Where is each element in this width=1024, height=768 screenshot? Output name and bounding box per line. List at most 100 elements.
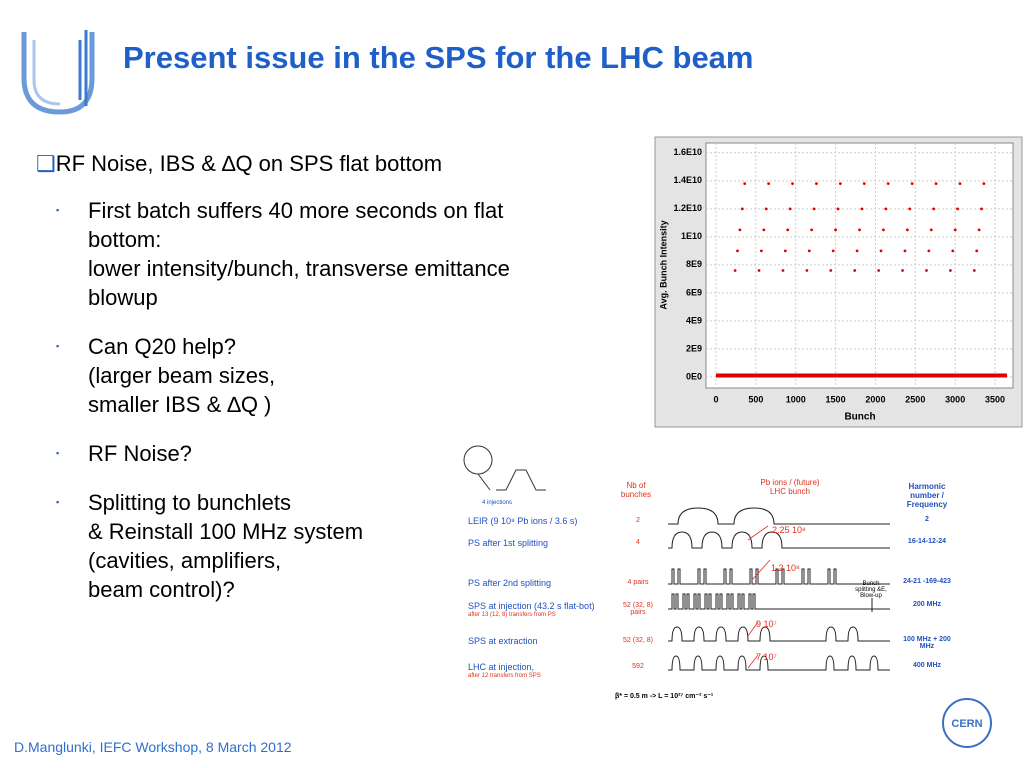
data-point (901, 269, 904, 272)
data-point (929, 228, 933, 232)
bullet-text: lower intensity/bunch, transverse emitta… (88, 256, 510, 281)
waveform (668, 655, 890, 671)
y-tick-label: 4E9 (686, 315, 702, 325)
data-point (953, 228, 957, 232)
cern-logo (942, 698, 992, 748)
data-point (905, 228, 909, 232)
y-tick-label: 1.2E10 (673, 203, 702, 213)
bullet-text: blowup (88, 285, 158, 310)
y-tick-label: 1.4E10 (673, 175, 702, 185)
ring-icon (477, 469, 546, 491)
bullet-text: RF Noise? (88, 441, 192, 466)
data-point (738, 228, 742, 232)
column-header: Nb of bunches (620, 481, 652, 499)
data-point (757, 269, 761, 272)
data-point (980, 207, 983, 211)
data-point (975, 249, 979, 253)
logo (21, 32, 95, 115)
y-tick-label: 1E10 (681, 231, 702, 241)
waveform (668, 593, 890, 610)
bullet-text: (larger beam sizes, (88, 363, 276, 388)
logo (32, 40, 61, 106)
data-point (807, 249, 811, 253)
x-tick-label: 3500 (985, 394, 1005, 404)
slide-title: Present issue in the SPS for the LHC bea… (123, 40, 754, 75)
luminosity: β* = 0.5 m -> L = 10²⁷ cm⁻² s⁻¹ (615, 693, 714, 700)
row-bunches: 2 (636, 517, 640, 524)
data-point (932, 207, 936, 211)
x-tick-label: 1500 (826, 394, 846, 404)
data-point (884, 207, 888, 211)
data-point (853, 269, 857, 272)
intensity-label: 2.25 10⁸ (772, 525, 806, 535)
row-harmonic: 24-21 -169-423 (903, 578, 951, 585)
x-tick-label: 500 (748, 394, 763, 404)
data-point (733, 269, 737, 272)
data-point (836, 207, 840, 211)
data-point (786, 228, 790, 232)
row-label: LHC at injection, (468, 662, 535, 672)
intensity-label: 9 10⁷ (756, 619, 777, 629)
row-label: SPS at injection (43.2 s flat-bot) (468, 601, 595, 611)
main-bullet: ❑RF Noise, IBS & ∆Q on SPS flat bottom (36, 151, 443, 176)
data-point (927, 249, 931, 253)
bullet-text: bottom: (88, 227, 162, 252)
data-point (908, 207, 912, 211)
data-point (764, 207, 768, 211)
data-point (862, 182, 866, 186)
row-label: LEIR (9 10⁸ Pb ions / 3.6 s) (468, 516, 578, 526)
x-tick-label: 2500 (905, 394, 925, 404)
row-label: PS after 1st splitting (468, 538, 549, 548)
splitting-note: Bunch splitting &E, Blow-up (855, 581, 887, 599)
intensity-label: 7 10⁷ (756, 652, 777, 662)
data-point (972, 269, 976, 272)
data-point (956, 207, 959, 211)
y-tick-label: 8E9 (686, 259, 702, 269)
diagram-note: 4 injections (482, 500, 513, 506)
row-bunches: 52 (32, 8) (623, 637, 653, 644)
waveform (668, 507, 890, 525)
bullet-marker: ▪ (56, 497, 60, 507)
data-point (791, 182, 794, 186)
data-point (855, 249, 859, 253)
data-point (788, 207, 792, 211)
data-point (879, 249, 883, 253)
row-sublabel: after 13 (12, 8) transfers from PS (468, 612, 556, 618)
x-tick-label: 2000 (865, 394, 885, 404)
cern-logo-text: CERN (951, 718, 982, 730)
row-bunches: 4 pairs (627, 579, 649, 586)
data-point (951, 249, 955, 253)
data-point (949, 269, 952, 272)
data-point (783, 249, 787, 253)
data-point (815, 182, 818, 186)
data-point (743, 182, 747, 186)
bullet-marker: ▪ (56, 341, 60, 351)
footer: D.Manglunki, IEFC Workshop, 8 March 2012 (14, 739, 292, 755)
bullet-marker: ▪ (56, 448, 60, 458)
row-harmonic: 16-14-12-24 (907, 538, 947, 545)
bullet-text: smaller IBS & ∆Q ) (88, 392, 272, 417)
y-tick-label: 1.6E10 (673, 147, 702, 157)
row-harmonic: 200 MHz (912, 601, 941, 608)
data-point (982, 182, 986, 186)
bullet-marker: ▪ (56, 205, 60, 215)
row-harmonic: 2 (925, 516, 929, 523)
data-point (762, 228, 766, 232)
x-tick-label: 0 (713, 394, 718, 404)
data-point (781, 269, 785, 272)
bullet-text: RF Noise, IBS & ∆Q on SPS flat bottom (55, 151, 443, 176)
row-bunches: 52 (32, 8) pairs (623, 602, 653, 616)
bullet-text: Can Q20 help? (88, 334, 236, 359)
data-point (882, 228, 885, 232)
data-point (877, 269, 881, 272)
data-point (760, 249, 763, 253)
data-point (910, 182, 914, 186)
data-point (925, 269, 928, 272)
column-header: Pb ions / (future) LHC bunch (760, 478, 820, 496)
waveform (668, 568, 890, 585)
bullet-text: beam control)? (88, 577, 235, 602)
data-point (812, 207, 816, 211)
data-point (805, 269, 809, 272)
